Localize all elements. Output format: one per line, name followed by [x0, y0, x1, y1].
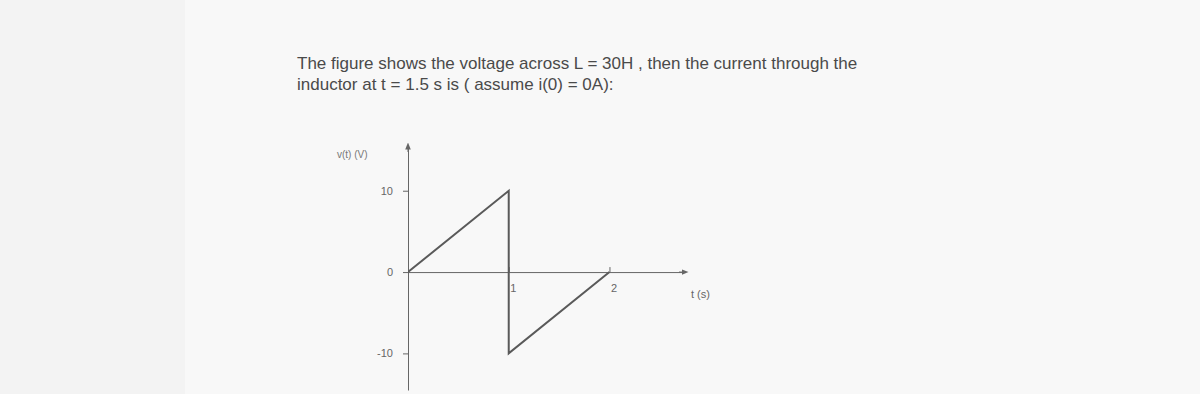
x-axis-arrow: [679, 272, 685, 273]
question: The figure shows the voltage across L = …: [297, 54, 857, 94]
y-tick-label: 0: [387, 266, 393, 278]
y-tick-mark: [403, 191, 408, 192]
y-tick-label: -10: [377, 347, 393, 359]
x-tick: 2: [610, 267, 617, 294]
y-axis: -10 0 10: [377, 147, 408, 391]
x-tick-label: 1: [510, 282, 516, 294]
question-line: inductor at t = 1.5 s is ( assume i(0) =…: [297, 75, 614, 94]
x-axis: 12: [409, 267, 686, 294]
panel: [185, 0, 1200, 394]
x-axis-line: [409, 272, 686, 273]
background: [0, 0, 1200, 394]
voltage-line: [408, 191, 609, 354]
x-axis-label: t (s): [691, 288, 710, 300]
y-axis-line: [408, 147, 409, 391]
y-tick-mark: [403, 353, 408, 354]
question-line: The figure shows the voltage across L = …: [297, 54, 857, 73]
page: The figure shows the voltage across L = …: [0, 0, 1200, 394]
y-tick: 10: [381, 185, 408, 197]
plot-area: [408, 191, 609, 354]
x-tick-mark: [609, 267, 610, 272]
x-tick-label: 2: [611, 282, 617, 294]
y-tick-mark: [403, 272, 408, 273]
y-axis-arrow: [408, 146, 409, 152]
x-tick: 1: [509, 267, 516, 294]
y-tick: -10: [377, 347, 408, 359]
y-axis-label: v(t) (V): [337, 149, 368, 160]
y-tick-label: 10: [381, 185, 393, 197]
y-tick: 0: [387, 266, 408, 278]
